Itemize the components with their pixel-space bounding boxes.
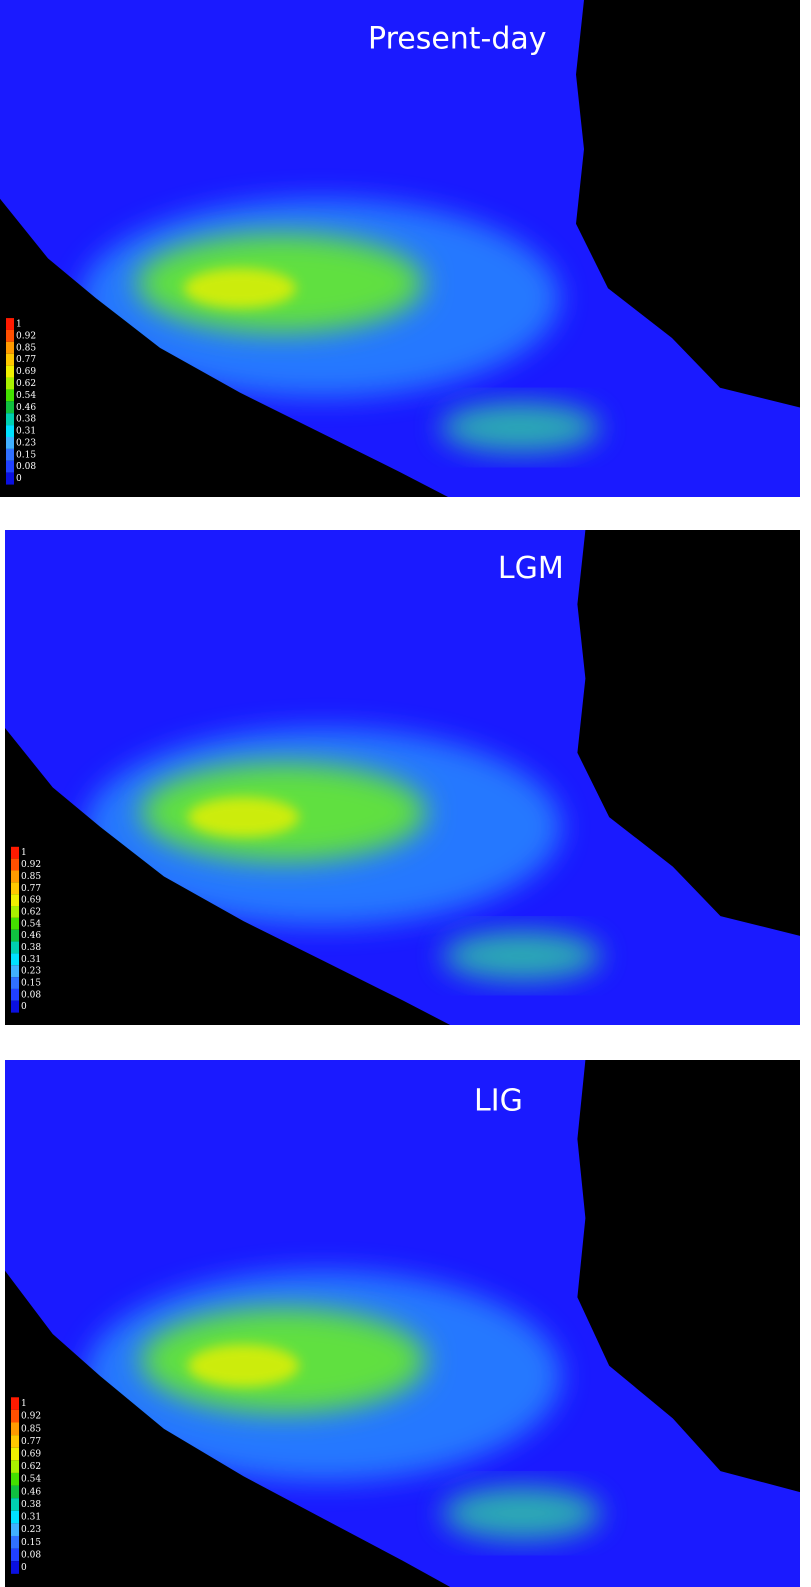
legend-label: 0.77 <box>21 884 41 894</box>
map-panel: LIG 1 0.92 0.85 0.77 0.69 0.62 0.54 0.46 0.38 0.31… <box>5 1060 800 1587</box>
suitability-south <box>442 931 601 981</box>
legend-swatch <box>6 401 14 413</box>
legend-swatch <box>6 413 14 425</box>
legend-swatch <box>11 977 19 989</box>
legend-swatch <box>11 1410 19 1423</box>
legend-label: 0.77 <box>16 355 36 365</box>
legend-label: 0.08 <box>21 1550 41 1560</box>
legend-label: 0.15 <box>21 979 41 989</box>
legend-swatch <box>6 318 14 330</box>
legend-swatch <box>11 894 19 906</box>
legend-label: 0.69 <box>21 1450 41 1460</box>
panel-title: Present-day <box>368 21 547 56</box>
legend-swatch <box>6 330 14 342</box>
legend-swatch <box>11 1001 19 1013</box>
legend-swatch <box>11 1435 19 1448</box>
legend-swatch <box>6 425 14 437</box>
legend-swatch <box>11 1460 19 1473</box>
legend-swatch <box>11 989 19 1001</box>
legend-label: 0.23 <box>21 967 41 977</box>
legend-swatch <box>11 847 19 859</box>
legend-label: 0.38 <box>21 1500 41 1510</box>
legend-label: 1 <box>21 1399 27 1409</box>
legend-swatch <box>6 378 14 390</box>
legend-label: 1 <box>21 848 27 858</box>
legend-label: 0.62 <box>21 907 41 917</box>
legend-label: 0 <box>16 474 22 484</box>
figure: Present-day10.920.850.770.690.620.540.46… <box>0 0 811 1587</box>
legend-label: 0.85 <box>21 1424 41 1434</box>
legend-label: 0.31 <box>21 1513 41 1523</box>
legend-swatch <box>6 473 14 485</box>
suitability-peak <box>188 1345 299 1387</box>
legend-label: 0.69 <box>16 367 36 377</box>
legend-swatch <box>6 437 14 449</box>
legend-label: 0.15 <box>21 1538 41 1548</box>
legend-label: 0.54 <box>16 391 36 401</box>
legend-swatch <box>11 1511 19 1524</box>
legend-swatch <box>11 906 19 918</box>
legend-swatch <box>11 1561 19 1574</box>
legend-label: 0.85 <box>16 343 36 353</box>
legend-swatch <box>11 965 19 977</box>
legend-swatch <box>11 859 19 871</box>
legend-label: 0.85 <box>21 872 41 882</box>
legend-swatch <box>11 918 19 930</box>
legend-label: 0.92 <box>21 860 41 870</box>
map-panel: Present-day 10.92 0.85 0.77 0.69 0.62 0.54 0.46… <box>0 0 800 497</box>
suitability-south <box>440 403 600 453</box>
legend-label: 1 <box>16 320 22 330</box>
legend-label: 0.15 <box>16 450 36 460</box>
legend-swatch <box>11 942 19 954</box>
legend-swatch <box>6 449 14 461</box>
legend-label: 0.92 <box>21 1412 41 1422</box>
legend-swatch <box>11 1423 19 1436</box>
legend-label: 0.23 <box>16 438 36 448</box>
legend-label: 0.62 <box>21 1462 41 1472</box>
legend-label: 0.08 <box>16 462 36 472</box>
legend-label: 0.54 <box>21 1475 41 1485</box>
legend-label: 0 <box>21 1563 27 1573</box>
legend-swatch <box>11 1498 19 1511</box>
legend-label: 0.69 <box>21 896 41 906</box>
legend-swatch <box>11 1523 19 1536</box>
legend-label: 0.62 <box>16 379 36 389</box>
legend-label: 0.31 <box>21 955 41 965</box>
legend-label: 0.38 <box>21 943 41 953</box>
legend-label: 0 <box>21 1002 27 1012</box>
legend-swatch <box>11 882 19 894</box>
panel-title: LGM <box>498 551 564 586</box>
legend-label: 0.92 <box>16 331 36 341</box>
legend-swatch <box>6 366 14 378</box>
legend-label: 0.31 <box>16 427 36 437</box>
legend-swatch <box>6 461 14 473</box>
suitability-south <box>442 1487 601 1540</box>
legend-label: 0.46 <box>16 403 36 413</box>
legend-label: 0.08 <box>21 990 41 1000</box>
legend-label: 0.46 <box>21 1487 41 1497</box>
legend-label: 0.23 <box>21 1525 41 1535</box>
panel-title: LIG <box>474 1084 523 1119</box>
legend-swatch <box>11 930 19 942</box>
legend-label: 0.38 <box>16 415 36 425</box>
legend-swatch <box>11 1448 19 1461</box>
legend-swatch <box>11 1536 19 1549</box>
legend-swatch <box>11 870 19 882</box>
legend-swatch <box>6 354 14 366</box>
legend-label: 0.54 <box>21 919 41 929</box>
suitability-peak <box>184 268 296 308</box>
legend-swatch <box>11 1486 19 1499</box>
legend-swatch <box>6 389 14 401</box>
legend-label: 0.46 <box>21 931 41 941</box>
map-panel: LGM 1 0.92 0.85 0.77 0.690.62 0.54 0.46 0.38 0.31… <box>5 530 800 1025</box>
legend-label: 0.77 <box>21 1437 41 1447</box>
legend-swatch <box>11 1397 19 1410</box>
legend-swatch <box>11 1473 19 1486</box>
suitability-peak <box>188 797 299 837</box>
legend-swatch <box>11 1549 19 1562</box>
legend-swatch <box>11 953 19 965</box>
legend-swatch <box>6 342 14 354</box>
